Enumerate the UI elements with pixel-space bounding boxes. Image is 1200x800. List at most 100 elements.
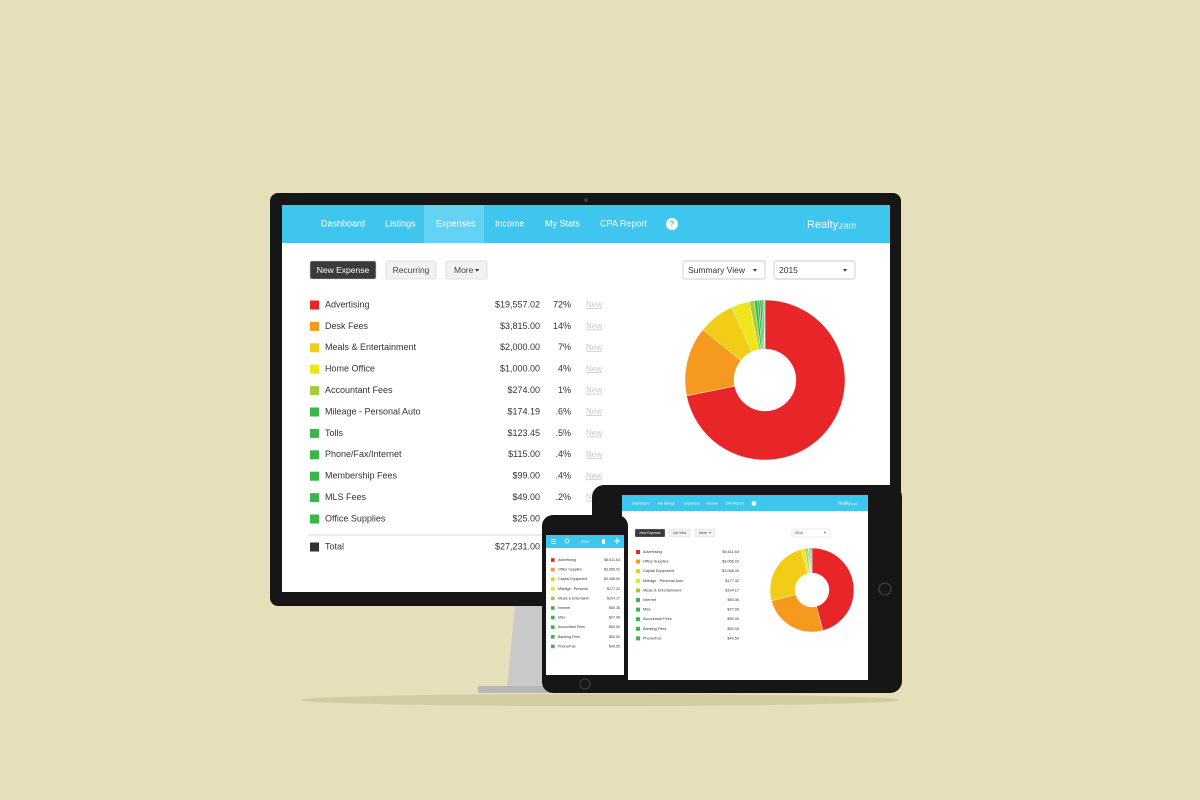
- expense-amount: $25.00: [512, 513, 540, 523]
- expense-name: Meals & Entertainm: [558, 596, 589, 600]
- legend-swatch: [636, 588, 640, 593]
- year-label[interactable]: 2014: [581, 540, 589, 544]
- expense-percent: .6%: [555, 406, 571, 416]
- button[interactable]: [668, 528, 691, 538]
- legend-swatch: [551, 625, 555, 629]
- expense-name: Advertising: [643, 550, 662, 554]
- expense-name: Mileage - Personal Auto: [325, 406, 421, 416]
- add-icon: [616, 538, 618, 544]
- legend-swatch: [310, 428, 319, 438]
- tablet-screen: [622, 495, 868, 680]
- expense-amount: $274.00: [507, 385, 540, 395]
- donut-slice: [769, 549, 808, 602]
- nav-item[interactable]: Income: [706, 501, 718, 505]
- button-label[interactable]: More: [699, 531, 707, 535]
- expense-name: Desk Fees: [325, 321, 369, 331]
- new-link[interactable]: New: [586, 300, 602, 309]
- expense-amount: $3,066.02: [722, 560, 739, 564]
- new-link[interactable]: New: [586, 429, 602, 438]
- phone-content: 2014 Advertising $5,611.63 Office Supplies $…: [551, 540, 620, 649]
- button-label[interactable]: New Expense: [640, 531, 661, 535]
- new-link[interactable]: New: [586, 471, 602, 480]
- button-label[interactable]: List View: [673, 531, 687, 535]
- expense-amount: $49.50: [609, 644, 620, 648]
- brand[interactable]: Realty: [838, 501, 852, 506]
- nav-item[interactable]: My Stats: [545, 218, 581, 228]
- dropdown[interactable]: [791, 528, 831, 538]
- nav-item[interactable]: Expenses: [684, 501, 700, 505]
- phone-top-bar: [546, 535, 624, 548]
- expense-percent: .5%: [555, 428, 571, 438]
- nav-item[interactable]: My listings: [658, 501, 675, 505]
- legend-swatch: [551, 567, 555, 572]
- nav-item[interactable]: CPA Report: [725, 501, 744, 505]
- expense-name: MLS Fees: [325, 492, 367, 502]
- expense-name: Mileage - Personal: [558, 587, 588, 591]
- expense-percent: .2%: [555, 492, 571, 502]
- expense-name: Phone/Fax: [643, 636, 661, 640]
- button[interactable]: [694, 528, 716, 538]
- expense-name: Capital Equipment: [558, 577, 587, 581]
- dropdown[interactable]: [682, 260, 766, 280]
- expense-amount: $115.00: [508, 449, 540, 459]
- help-label[interactable]: ?: [753, 502, 755, 506]
- expense-amount: $50.36: [727, 598, 739, 602]
- legend-swatch: [551, 615, 555, 620]
- expense-name: Misc: [643, 608, 651, 612]
- nav-item[interactable]: Dashboard: [321, 218, 365, 228]
- nav-item[interactable]: Listings: [385, 218, 416, 228]
- button-label[interactable]: Recurring: [393, 265, 430, 275]
- filter-icon: [602, 539, 605, 544]
- nav-item[interactable]: Expenses: [436, 218, 476, 228]
- button[interactable]: [309, 260, 377, 280]
- new-link[interactable]: New: [586, 450, 602, 459]
- help-label[interactable]: ?: [670, 220, 675, 229]
- dropdown-label[interactable]: Summary View: [688, 265, 746, 275]
- button-label[interactable]: New Expense: [317, 265, 370, 275]
- legend-swatch: [636, 626, 640, 631]
- nav-item[interactable]: CPA Report: [600, 218, 647, 228]
- expense-amount: $19,557.02: [495, 299, 540, 309]
- legend-swatch: [310, 364, 319, 374]
- button-label[interactable]: More: [454, 265, 474, 275]
- help-icon[interactable]: [751, 501, 757, 506]
- caret-icon: [709, 532, 711, 534]
- button[interactable]: [385, 260, 437, 280]
- expense-name: Advertising: [558, 558, 576, 562]
- button[interactable]: [634, 528, 666, 538]
- expense-name: Phone/Fax/Internet: [325, 449, 402, 459]
- new-link[interactable]: New: [586, 386, 602, 395]
- donut-slice: [686, 299, 846, 461]
- expense-name: Home Office: [325, 364, 375, 374]
- phone-home-button: [579, 678, 591, 690]
- new-link[interactable]: New: [586, 407, 602, 416]
- new-link[interactable]: New: [586, 343, 602, 352]
- dropdown-label[interactable]: 2015: [779, 265, 798, 275]
- expense-amount: $104.17: [607, 596, 620, 600]
- expense-name: Advertising: [325, 299, 370, 309]
- brand[interactable]: Realty: [807, 219, 839, 231]
- brand-suffix[interactable]: zam: [851, 502, 858, 506]
- help-icon[interactable]: [666, 218, 678, 230]
- legend-swatch: [551, 644, 555, 649]
- legend-swatch: [310, 514, 319, 524]
- button[interactable]: [445, 260, 488, 280]
- new-link[interactable]: New: [586, 364, 602, 373]
- new-link[interactable]: New: [586, 322, 602, 331]
- expense-name: Accountant Fees: [558, 625, 585, 629]
- dropdown-label[interactable]: 2014: [795, 531, 803, 535]
- brand-suffix[interactable]: zam: [838, 220, 857, 230]
- nav-item[interactable]: Dashboard: [632, 501, 650, 505]
- legend-swatch: [310, 471, 319, 481]
- expense-amount: $50.00: [727, 617, 739, 621]
- camera: [584, 198, 588, 202]
- caret-icon: [824, 532, 826, 534]
- dropdown[interactable]: [773, 260, 856, 280]
- expense-amount: $3,815.00: [500, 321, 540, 331]
- nav-item[interactable]: Income: [495, 218, 525, 228]
- expense-amount: $99.00: [512, 471, 540, 481]
- tablet-nav-bar: [622, 495, 868, 511]
- expense-name: Mileage - Personal Auto: [643, 579, 683, 583]
- expense-name: Office Supplies: [325, 513, 386, 523]
